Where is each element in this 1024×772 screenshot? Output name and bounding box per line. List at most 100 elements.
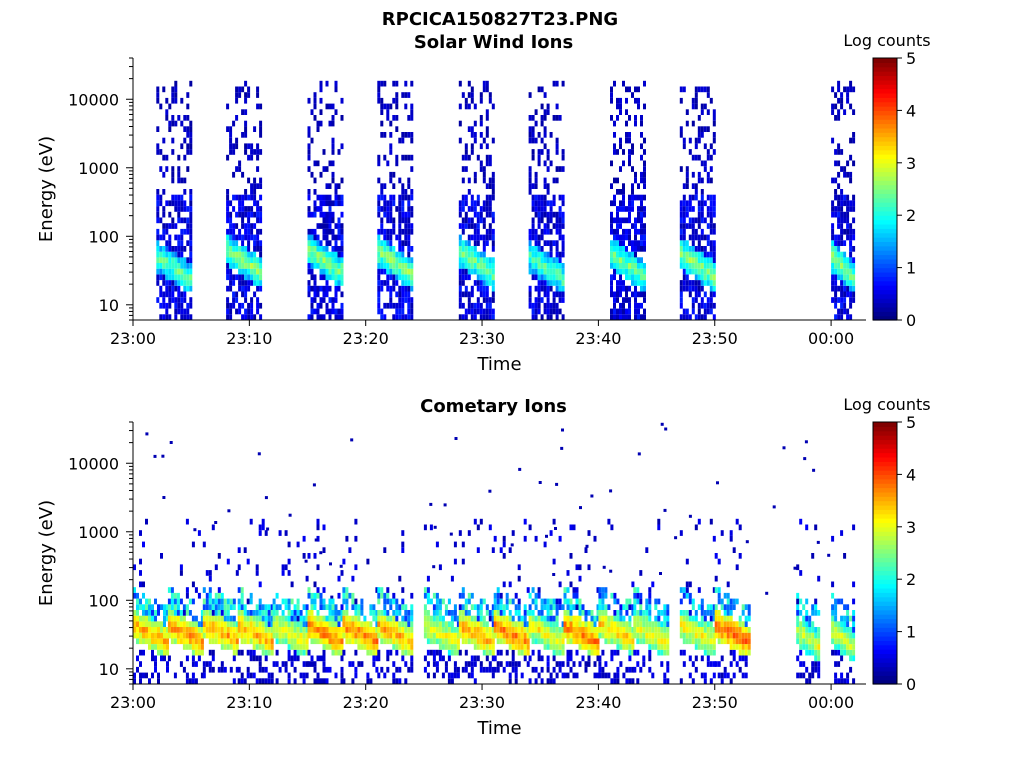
x-tick-label: 23:40 <box>575 329 621 348</box>
heatmap-cell <box>247 621 250 627</box>
heatmap-cell <box>285 621 288 627</box>
heatmap-cell <box>692 661 695 667</box>
heatmap-cell <box>238 678 241 684</box>
heatmap-cell <box>157 604 160 610</box>
colorbar-swatch <box>873 110 897 115</box>
heatmap-cell <box>610 161 613 167</box>
heatmap-cell <box>852 246 855 252</box>
heatmap-cell <box>613 297 616 303</box>
heatmap-cell <box>556 81 559 87</box>
heatmap-cell <box>695 667 698 673</box>
heatmap-cell <box>619 206 622 212</box>
heatmap-cell <box>683 252 686 258</box>
heatmap-cell <box>232 121 235 127</box>
heatmap-cell <box>235 138 238 144</box>
heatmap-cell <box>434 526 437 529</box>
heatmap-cell <box>180 564 183 570</box>
heatmap-cell <box>724 604 727 610</box>
heatmap-cell <box>323 229 326 235</box>
heatmap-cell <box>177 178 180 184</box>
heatmap-cell <box>585 547 588 553</box>
heatmap-cell <box>837 109 840 115</box>
heatmap-cell <box>556 610 559 616</box>
heatmap-cell <box>380 280 383 286</box>
heatmap-cell <box>538 218 541 224</box>
heatmap-cell <box>395 610 398 616</box>
heatmap-cell <box>445 661 448 667</box>
heatmap-cell <box>707 172 710 178</box>
heatmap-cell <box>177 195 180 201</box>
heatmap-cell <box>852 132 855 138</box>
heatmap-cell <box>567 627 570 633</box>
heatmap-cell <box>410 280 413 286</box>
heatmap-cell <box>221 633 224 639</box>
heatmap-cell <box>329 200 332 206</box>
heatmap-cell <box>285 530 288 536</box>
heatmap-cell <box>547 616 550 622</box>
heatmap-cell <box>637 229 640 235</box>
heatmap-cell <box>233 604 236 610</box>
heatmap-cell <box>445 604 448 610</box>
heatmap-cell <box>524 616 527 622</box>
heatmap-cell <box>360 604 363 610</box>
heatmap-cell <box>241 172 244 178</box>
heatmap-cell <box>303 616 306 622</box>
heatmap-cell <box>846 274 849 280</box>
heatmap-cell <box>311 314 314 320</box>
heatmap-cell <box>607 616 610 622</box>
heatmap-cell <box>489 206 492 212</box>
heatmap-cell <box>718 610 721 616</box>
heatmap-cell <box>637 212 640 218</box>
heatmap-cell <box>407 269 410 275</box>
heatmap-cell <box>241 195 244 201</box>
heatmap-cell <box>683 87 686 93</box>
heatmap-cell <box>598 610 601 616</box>
heatmap-cell <box>553 115 556 121</box>
heatmap-cell <box>686 183 689 189</box>
heatmap-cell <box>471 263 474 269</box>
heatmap-cell <box>156 212 159 218</box>
heatmap-cell <box>544 599 547 605</box>
heatmap-cell <box>218 593 221 599</box>
colorbar-swatch <box>873 89 897 94</box>
heatmap-cell <box>535 257 538 263</box>
heatmap-cell <box>229 252 232 258</box>
heatmap-cell <box>846 161 849 167</box>
heatmap-cell <box>342 593 345 599</box>
heatmap-cell <box>177 240 180 246</box>
heatmap-cell <box>591 644 594 650</box>
heatmap-cell <box>707 87 710 93</box>
heatmap-cell <box>244 98 247 104</box>
heatmap-cell <box>680 229 683 235</box>
heatmap-cell <box>713 269 716 275</box>
heatmap-cell <box>238 269 241 275</box>
heatmap-cell <box>852 525 855 531</box>
heatmap-cell <box>407 240 410 246</box>
heatmap-cell <box>634 223 637 229</box>
heatmap-cell <box>613 229 616 235</box>
heatmap-cell <box>532 195 535 201</box>
heatmap-cell <box>250 229 253 235</box>
heatmap-cell <box>616 599 619 605</box>
heatmap-cell <box>613 616 616 622</box>
heatmap-cell <box>380 109 383 115</box>
heatmap-cell <box>383 183 386 189</box>
heatmap-cell <box>701 627 704 633</box>
heatmap-cell <box>666 661 669 667</box>
heatmap-cell <box>638 452 641 455</box>
heatmap-cell <box>404 610 407 616</box>
heatmap-cell <box>610 200 613 206</box>
heatmap-cell <box>701 161 704 167</box>
heatmap-cell <box>392 257 395 263</box>
heatmap-cell <box>238 212 241 218</box>
heatmap-cell <box>294 627 297 633</box>
heatmap-cell <box>404 274 407 280</box>
heatmap-cell <box>538 223 541 229</box>
heatmap-cell <box>480 98 483 104</box>
heatmap-cell <box>454 616 457 622</box>
heatmap-cell <box>342 627 345 633</box>
heatmap-cell <box>459 604 462 610</box>
heatmap-cell <box>698 155 701 161</box>
heatmap-cell <box>645 547 648 553</box>
heatmap-cell <box>171 627 174 633</box>
